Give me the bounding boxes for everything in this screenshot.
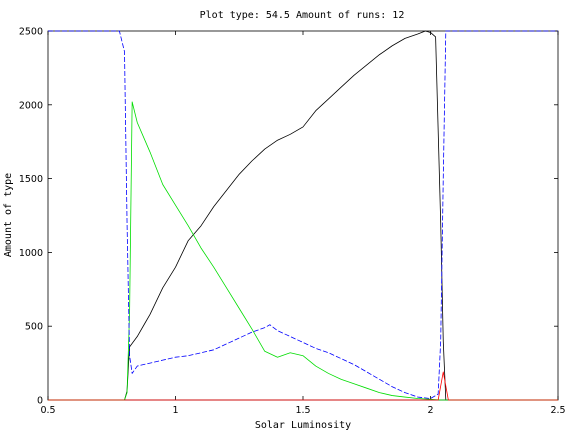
x-tick-label: 2 (427, 405, 433, 416)
y-tick-label: 2000 (19, 100, 43, 111)
series-group (48, 30, 558, 401)
y-tick-label: 500 (25, 322, 43, 333)
y-tick-label: 1500 (19, 174, 43, 185)
series-line-2 (48, 101, 558, 401)
y-tick-label: 2500 (19, 27, 43, 38)
x-tick-label: 1 (172, 405, 178, 416)
series-line-1 (48, 30, 558, 401)
x-tick-label: 2.5 (550, 405, 565, 416)
y-tick-label: 0 (37, 396, 43, 407)
plot-frame (47, 30, 559, 401)
x-tick-label: 0.5 (40, 405, 55, 416)
chart-title: Plot type: 54.5 Amount of runs: 12 (200, 10, 405, 21)
y-axis-label: Amount of type (3, 173, 14, 257)
x-tick-label: 1.5 (295, 405, 310, 416)
axis-ticks: 0.5 1 1.5 2 2.5 0 500 1000 1500 2000 2500 (19, 27, 566, 417)
series-line-3 (48, 30, 558, 399)
y-tick-label: 1000 (19, 248, 43, 259)
x-axis-label: Solar Luminosity (255, 420, 351, 431)
series-line-4 (48, 371, 558, 401)
